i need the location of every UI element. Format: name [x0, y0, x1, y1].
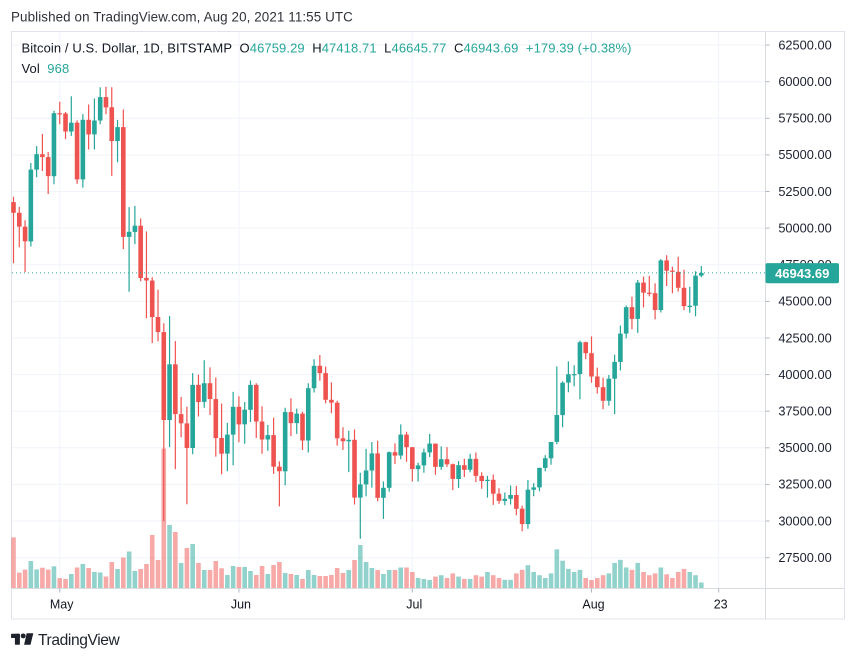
svg-text:55000.00: 55000.00: [778, 147, 831, 162]
svg-text:Published on TradingView.com,: Published on TradingView.com, Aug 20, 20…: [11, 10, 353, 25]
svg-text:35000.00: 35000.00: [778, 440, 831, 455]
svg-text:40000.00: 40000.00: [778, 367, 831, 382]
svg-text:Bitcoin / U.S. Dollar, 1D, BIT: Bitcoin / U.S. Dollar, 1D, BITSTAMP O467…: [22, 41, 632, 56]
svg-text:Jul: Jul: [406, 598, 422, 612]
svg-text:57500.00: 57500.00: [778, 111, 831, 126]
svg-text:Vol 968: Vol 968: [22, 61, 70, 76]
svg-text:52500.00: 52500.00: [778, 184, 831, 199]
svg-text:23: 23: [714, 598, 728, 612]
svg-text:27500.00: 27500.00: [778, 550, 831, 565]
svg-text:50000.00: 50000.00: [778, 220, 831, 235]
svg-text:62500.00: 62500.00: [778, 37, 831, 52]
svg-text:46943.69: 46943.69: [775, 266, 829, 281]
svg-text:Aug: Aug: [582, 598, 604, 612]
svg-text:37500.00: 37500.00: [778, 404, 831, 419]
svg-text:Jun: Jun: [231, 598, 251, 612]
svg-text:May: May: [50, 598, 74, 612]
svg-text:TradingView: TradingView: [38, 632, 121, 649]
svg-text:42500.00: 42500.00: [778, 330, 831, 345]
svg-text:60000.00: 60000.00: [778, 74, 831, 89]
svg-text:30000.00: 30000.00: [778, 513, 831, 528]
svg-text:45000.00: 45000.00: [778, 294, 831, 309]
svg-text:32500.00: 32500.00: [778, 477, 831, 492]
